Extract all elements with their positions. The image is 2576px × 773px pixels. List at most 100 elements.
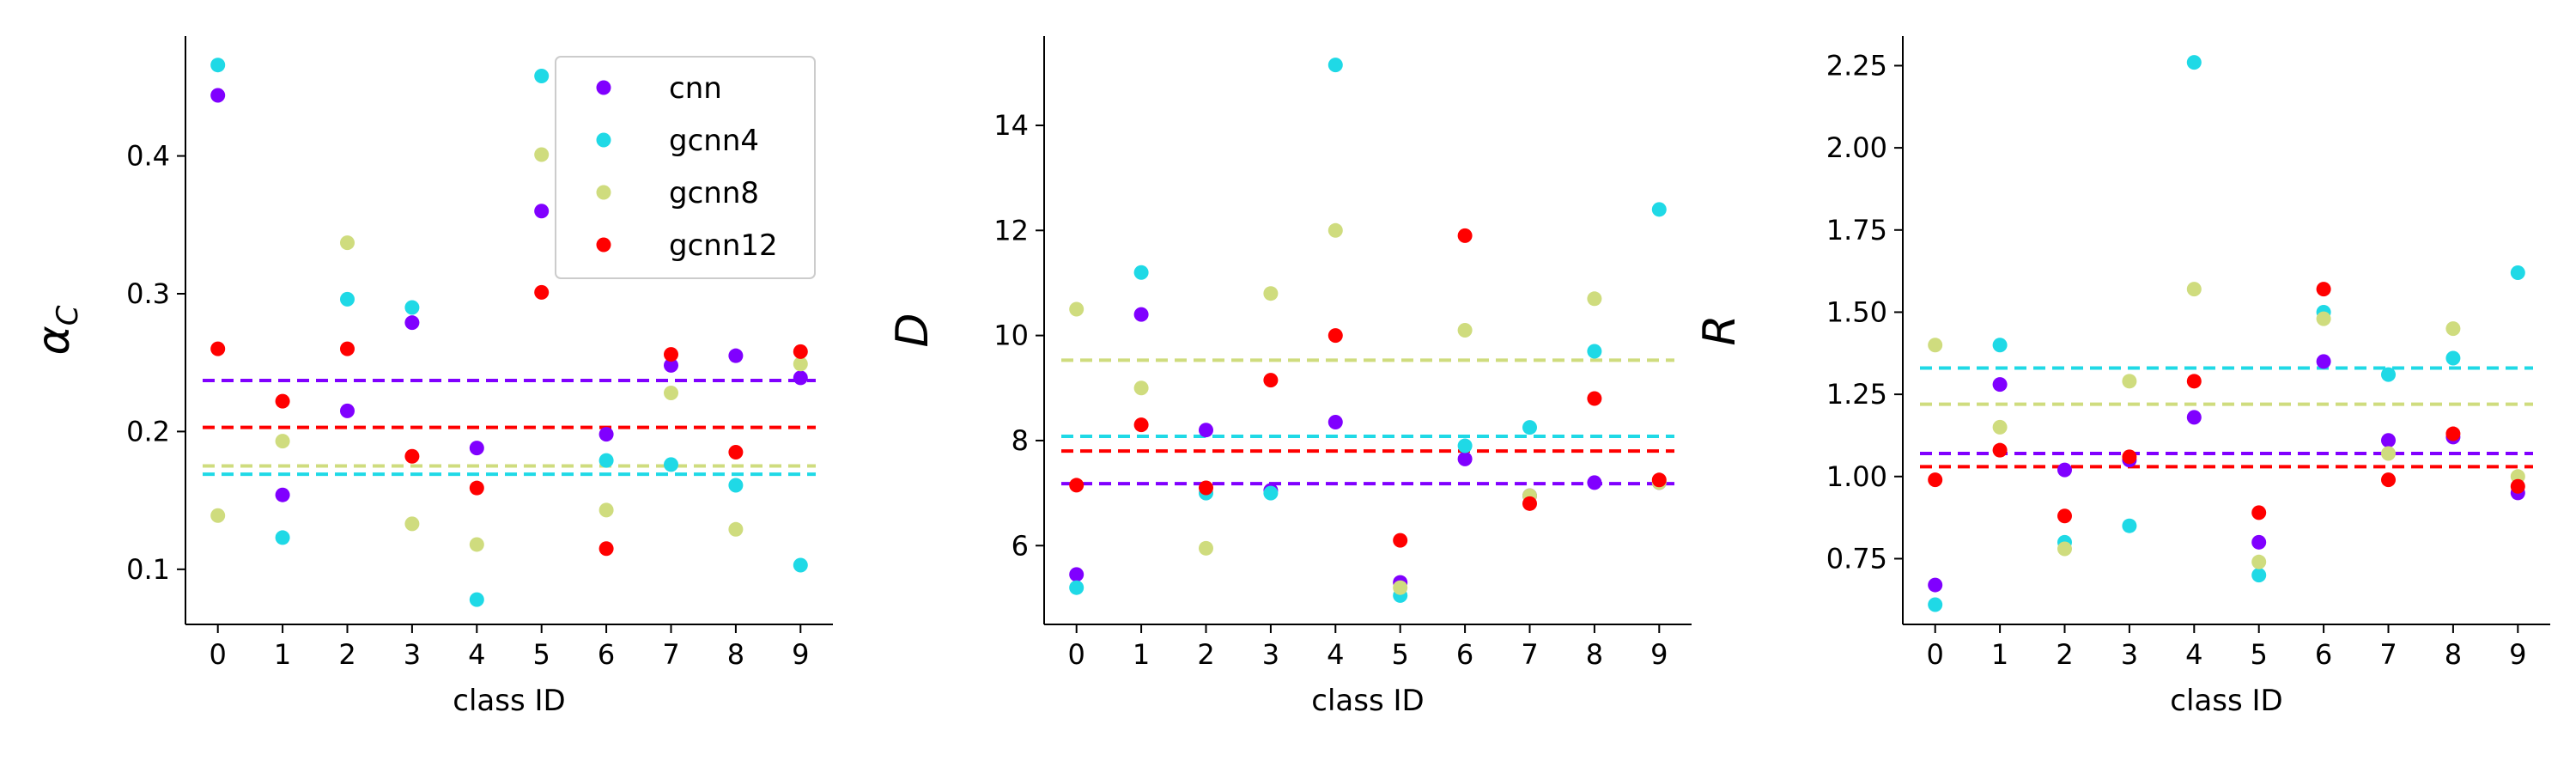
point-gcnn12 — [1263, 373, 1279, 388]
point-gcnn4 — [1928, 597, 1943, 612]
point-gcnn8 — [2316, 311, 2331, 326]
point-gcnn8 — [1587, 291, 1602, 307]
y-tick-label: 14 — [993, 109, 1029, 142]
point-gcnn4 — [2445, 350, 2461, 366]
x-tick-label: 2 — [338, 638, 355, 671]
x-tick-label: 2 — [1197, 638, 1214, 671]
legend-label-gcnn8: gcnn8 — [669, 176, 759, 210]
point-cnn — [340, 403, 355, 418]
point-gcnn8 — [793, 356, 808, 372]
point-gcnn12 — [534, 284, 550, 300]
y-tick-label: 0.2 — [126, 415, 170, 447]
point-gcnn12 — [598, 541, 614, 557]
point-gcnn8 — [210, 508, 226, 523]
point-gcnn8 — [728, 521, 744, 537]
legend-frame — [555, 56, 816, 279]
legend-marker-gcnn8 — [596, 185, 611, 200]
point-gcnn8 — [1069, 301, 1084, 317]
point-gcnn12 — [2316, 282, 2331, 297]
r-scatter-panel: 0 1 2 3 4 5 6 7 8 9 0.75 1.00 1.25 1.50 1.75 2.00 2.25 cl… — [1694, 36, 2550, 718]
point-gcnn12 — [664, 347, 678, 362]
point-gcnn12 — [404, 448, 420, 464]
point-gcnn12 — [1133, 417, 1149, 433]
point-gcnn4 — [664, 457, 678, 472]
y-tick-label: 8 — [1012, 424, 1029, 457]
point-cnn — [2186, 410, 2202, 425]
point-gcnn12 — [1522, 496, 1537, 511]
point-gcnn4 — [1457, 438, 1473, 453]
x-tick-label: 1 — [1133, 638, 1150, 671]
point-gcnn12 — [793, 344, 808, 359]
point-gcnn4 — [2510, 265, 2525, 281]
point-gcnn8 — [1263, 286, 1279, 301]
point-gcnn8 — [469, 537, 484, 552]
x-tick-label: 2 — [2056, 638, 2073, 671]
point-gcnn12 — [1651, 472, 1667, 488]
point-gcnn12 — [1928, 472, 1943, 488]
legend-label-gcnn4: gcnn4 — [669, 124, 759, 158]
point-gcnn4 — [1992, 338, 2008, 353]
x-tick-label: 6 — [598, 638, 615, 671]
point-gcnn8 — [664, 385, 678, 400]
point-gcnn4 — [2251, 568, 2267, 583]
point-gcnn12 — [1587, 391, 1602, 406]
x-axis-label: class ID — [2170, 684, 2282, 718]
point-cnn — [275, 487, 290, 502]
point-gcnn8 — [1133, 380, 1149, 396]
point-cnn — [2316, 354, 2331, 369]
y-tick-label: 6 — [1012, 529, 1029, 562]
point-gcnn12 — [1393, 533, 1408, 548]
point-gcnn8 — [275, 434, 290, 449]
point-gcnn12 — [2510, 478, 2525, 494]
x-tick-label: 3 — [404, 638, 421, 671]
point-gcnn12 — [2251, 505, 2267, 520]
point-gcnn8 — [1457, 323, 1473, 338]
point-cnn — [598, 427, 614, 442]
point-cnn — [1327, 415, 1343, 430]
x-tick-label: 4 — [1327, 638, 1344, 671]
x-tick-label: 0 — [210, 638, 227, 671]
point-gcnn12 — [469, 480, 484, 496]
point-gcnn4 — [340, 291, 355, 307]
y-tick-label: 0.4 — [126, 140, 170, 173]
x-tick-label: 0 — [1927, 638, 1944, 671]
legend: cnn gcnn4 gcnn8 gcnn12 — [555, 56, 816, 279]
y-tick-label: 1.50 — [1826, 295, 1887, 328]
x-axis-label: class ID — [1311, 684, 1424, 718]
x-tick-label: 9 — [792, 638, 809, 671]
point-gcnn4 — [1263, 485, 1279, 501]
x-tick-label: 1 — [1991, 638, 2008, 671]
point-gcnn4 — [469, 592, 484, 607]
x-tick-label: 6 — [1456, 638, 1473, 671]
point-gcnn4 — [210, 58, 226, 73]
x-tick-label: 4 — [2185, 638, 2202, 671]
x-tick-label: 3 — [2121, 638, 2138, 671]
y-tick-label: 2.25 — [1826, 49, 1887, 82]
point-gcnn4 — [275, 530, 290, 545]
x-tick-label: 8 — [727, 638, 744, 671]
x-tick-label: 5 — [1392, 638, 1409, 671]
point-gcnn8 — [1992, 419, 2008, 435]
point-gcnn12 — [2122, 449, 2137, 465]
point-gcnn8 — [404, 516, 420, 532]
point-gcnn4 — [1651, 202, 1667, 217]
point-gcnn8 — [2057, 541, 2072, 557]
x-tick-label: 0 — [1068, 638, 1085, 671]
point-gcnn12 — [1069, 478, 1084, 493]
point-gcnn8 — [2381, 446, 2396, 461]
point-gcnn12 — [1992, 442, 2008, 458]
point-gcnn12 — [728, 444, 744, 460]
point-cnn — [534, 204, 550, 219]
point-cnn — [469, 441, 484, 456]
y-axis-label: R — [1694, 314, 1746, 345]
point-gcnn12 — [1457, 228, 1473, 243]
x-tick-label: 7 — [2379, 638, 2397, 671]
point-gcnn8 — [534, 147, 550, 162]
point-gcnn8 — [1199, 540, 1213, 556]
y-axis-label-subscript: C — [51, 305, 85, 326]
point-gcnn8 — [1393, 580, 1408, 595]
point-gcnn8 — [1327, 222, 1343, 238]
point-cnn — [2381, 433, 2396, 448]
point-gcnn12 — [2445, 426, 2461, 441]
